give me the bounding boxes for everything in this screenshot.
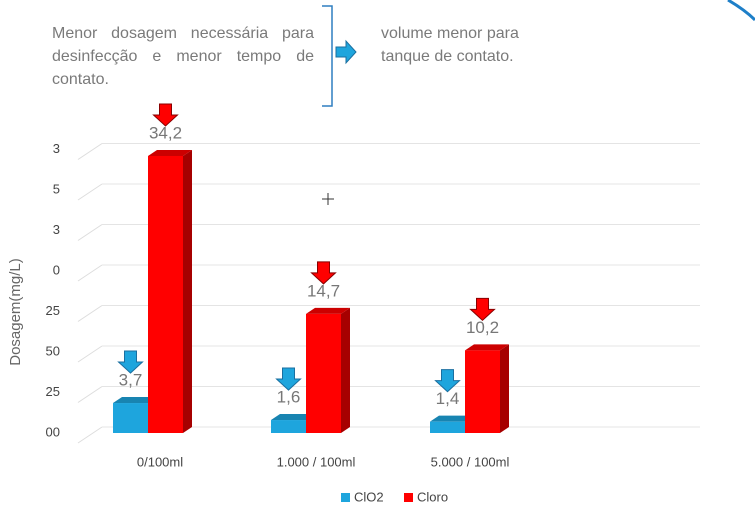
y-tick-label: 25 — [46, 303, 60, 318]
pointer-arrow — [117, 350, 144, 374]
pointer-arrow — [152, 103, 179, 127]
value-label: 1,6 — [277, 388, 301, 407]
bar-top — [430, 415, 474, 422]
cursor — [322, 193, 334, 205]
y-tick-label: 50 — [46, 343, 60, 358]
y-tick-label: 5 — [53, 181, 60, 196]
legend-label: ClO2 — [354, 489, 384, 504]
value-label: 3,7 — [119, 371, 143, 390]
bar-top — [271, 414, 315, 421]
bar-top — [306, 307, 350, 314]
bar-top — [113, 397, 157, 404]
grid-line — [77, 264, 103, 282]
bar-top — [465, 344, 509, 351]
legend-label: Cloro — [417, 489, 448, 504]
bar — [148, 155, 183, 434]
arrow — [335, 39, 357, 65]
grid-line — [77, 345, 103, 363]
pointer-arrow — [469, 297, 496, 322]
bracket — [322, 5, 333, 107]
bar — [465, 350, 500, 433]
value-label: 14,7 — [307, 281, 340, 300]
y-axis-label: Dosagem(mg/L) — [7, 258, 24, 366]
legend-swatch — [404, 493, 413, 502]
x-tick-label: 1.000 / 100ml — [277, 454, 356, 469]
y-tick-label: 0 — [53, 262, 60, 277]
grid-line — [77, 426, 103, 444]
legend-swatch — [341, 493, 350, 502]
right-note: volume menor para tanque de contato. — [381, 25, 519, 65]
grid-line — [77, 386, 103, 403]
bar — [306, 313, 341, 433]
decor-arc — [727, 0, 755, 22]
y-tick-label: 3 — [53, 222, 60, 237]
bar-top — [148, 149, 192, 156]
bar — [113, 403, 148, 433]
value-label: 34,2 — [149, 123, 182, 142]
y-tick-label: 25 — [46, 384, 60, 399]
grid-line — [77, 305, 103, 322]
bar-side — [500, 344, 509, 433]
pointer-arrow — [275, 367, 302, 391]
bar — [430, 421, 465, 433]
y-tick-label: 3 — [53, 141, 60, 156]
value-label: 10,2 — [466, 318, 499, 337]
grid-line — [77, 224, 103, 241]
y-tick-label: 00 — [46, 424, 60, 439]
grid-line — [77, 143, 103, 160]
grid-line — [77, 183, 103, 201]
x-tick-label: 5.000 / 100ml — [431, 454, 510, 469]
bar — [271, 420, 306, 433]
x-tick-label: 0/100ml — [137, 454, 183, 469]
bar-side — [341, 307, 350, 433]
bar-side — [183, 149, 192, 434]
value-label: 1,4 — [436, 389, 460, 408]
pointer-arrow — [434, 369, 461, 393]
pointer-arrow — [310, 261, 337, 285]
left-note: Menor dosagem necessária para desinfecçã… — [52, 25, 314, 88]
